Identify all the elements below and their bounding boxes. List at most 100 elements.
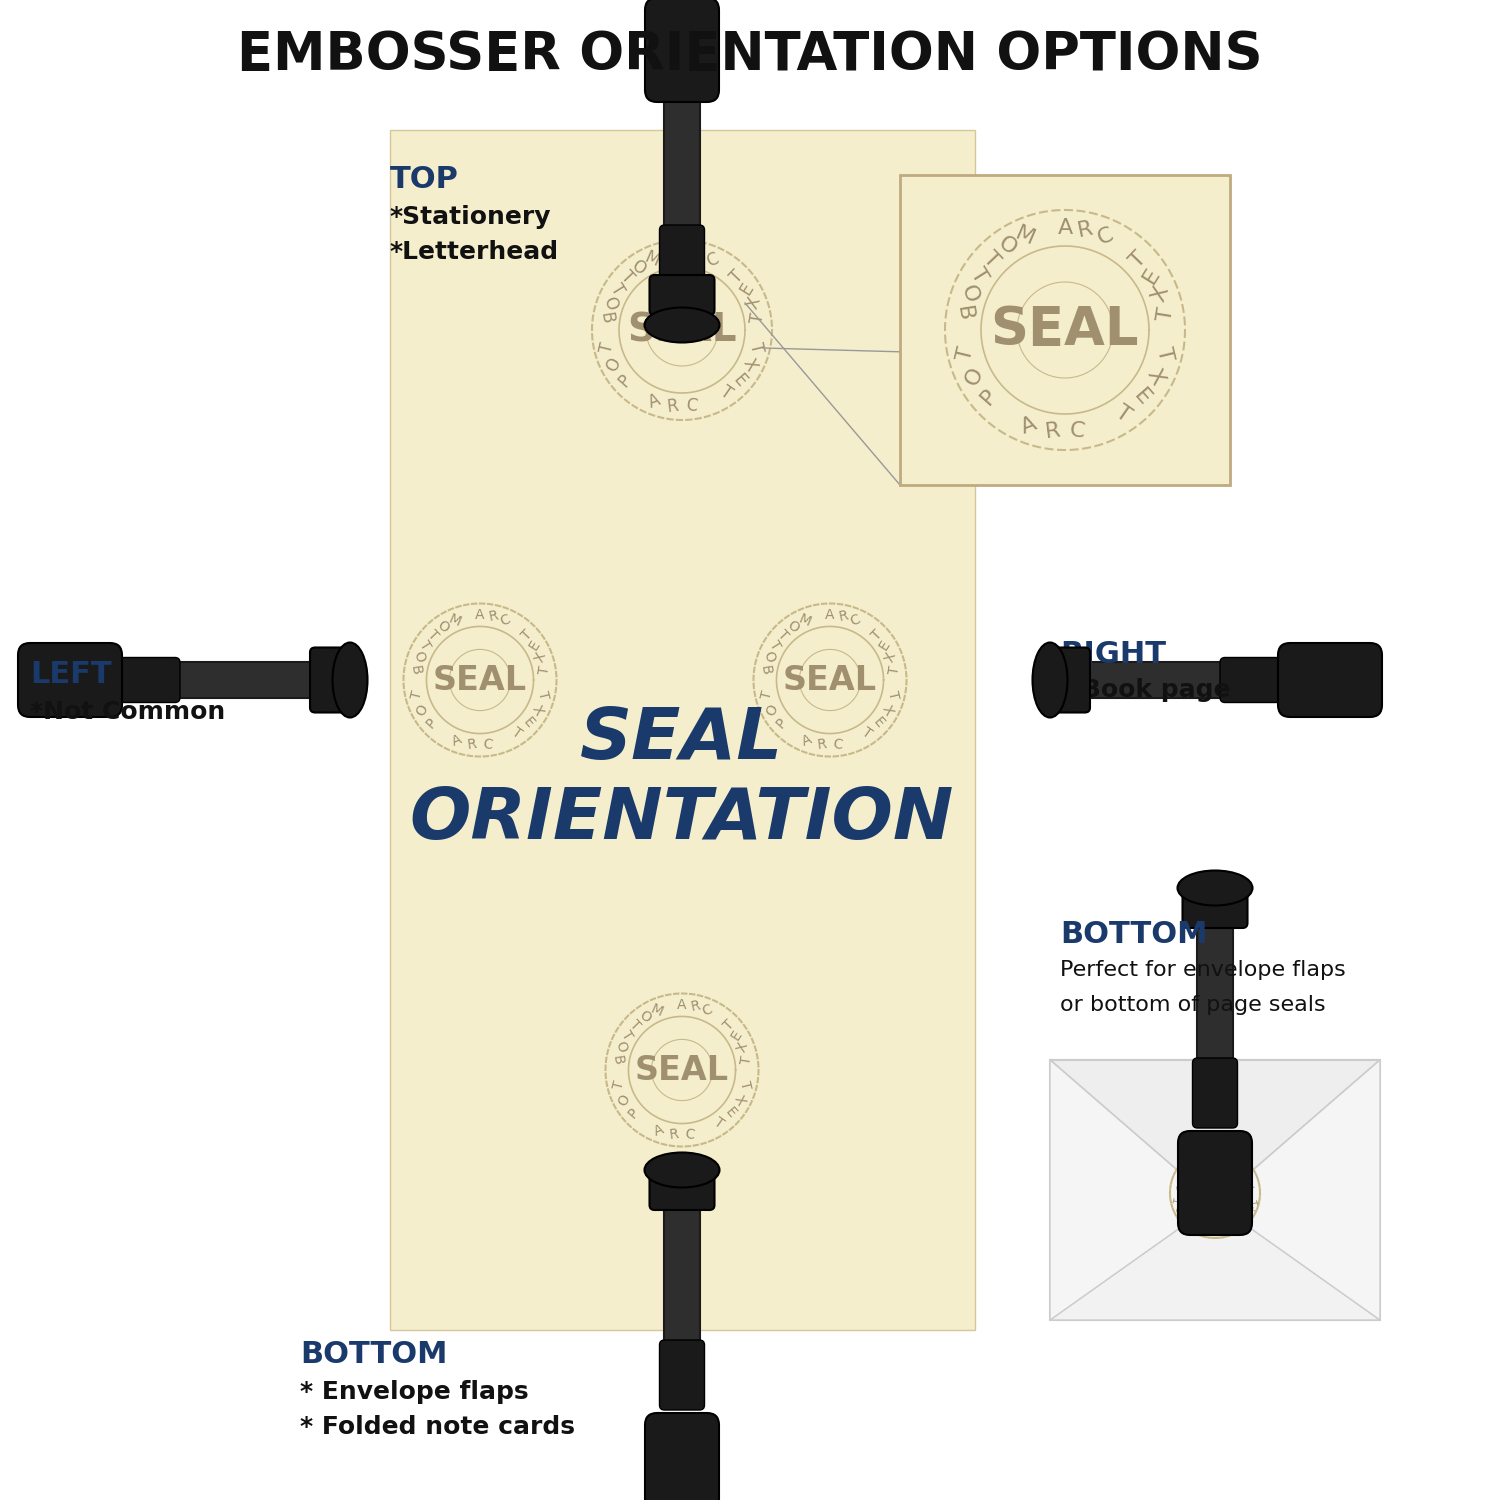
Text: X: X (1245, 1176, 1256, 1184)
Text: C: C (1226, 1152, 1234, 1162)
FancyBboxPatch shape (111, 662, 320, 698)
Text: R: R (1208, 1226, 1214, 1236)
Text: EMBOSSER ORIENTATION OPTIONS: EMBOSSER ORIENTATION OPTIONS (237, 28, 1263, 81)
Text: B: B (952, 304, 975, 322)
Text: T: T (1112, 402, 1134, 426)
FancyBboxPatch shape (110, 657, 180, 702)
Polygon shape (1050, 1060, 1380, 1203)
Text: T: T (410, 690, 424, 700)
Text: X: X (882, 650, 898, 664)
Text: C: C (498, 612, 513, 628)
Text: A: A (652, 1122, 666, 1138)
Text: M: M (446, 612, 462, 628)
Text: B: B (610, 1054, 626, 1065)
Text: E: E (1138, 264, 1164, 286)
Text: *Stationery: *Stationery (390, 206, 552, 230)
Polygon shape (1215, 1060, 1380, 1320)
Text: T: T (859, 724, 874, 741)
Text: C: C (684, 1126, 696, 1142)
Text: C: C (1068, 420, 1086, 442)
Text: R: R (488, 609, 500, 624)
Ellipse shape (333, 642, 368, 717)
Polygon shape (1050, 1203, 1380, 1320)
Text: X: X (532, 650, 549, 664)
Text: T: T (537, 664, 552, 675)
FancyBboxPatch shape (1082, 662, 1288, 698)
Text: B: B (408, 664, 423, 675)
Text: C: C (1216, 1226, 1222, 1236)
Text: R: R (816, 736, 828, 752)
Text: T: T (711, 1114, 726, 1131)
Text: O: O (760, 650, 777, 664)
Text: T: T (738, 1080, 753, 1090)
Text: O: O (1174, 1174, 1185, 1184)
Text: T: T (608, 280, 627, 298)
Text: R: R (1044, 420, 1062, 442)
Text: O: O (615, 1092, 633, 1108)
Text: E: E (1242, 1168, 1252, 1178)
Text: P: P (615, 370, 634, 390)
Text: E: E (870, 716, 886, 730)
Text: A: A (1058, 217, 1072, 238)
Text: A: A (800, 732, 814, 748)
Text: R: R (666, 396, 680, 416)
Text: P: P (423, 716, 439, 730)
FancyBboxPatch shape (660, 225, 705, 296)
FancyBboxPatch shape (1192, 1058, 1237, 1128)
FancyBboxPatch shape (1182, 888, 1248, 928)
Text: C: C (849, 612, 862, 628)
Text: *Not Common: *Not Common (30, 700, 225, 724)
Text: A: A (676, 244, 687, 262)
FancyBboxPatch shape (645, 0, 718, 102)
Text: T: T (1232, 1220, 1242, 1230)
Text: R: R (688, 999, 700, 1014)
Text: T: T (966, 264, 992, 286)
FancyBboxPatch shape (650, 274, 714, 315)
Text: O: O (784, 618, 801, 636)
Text: * Folded note cards: * Folded note cards (300, 1414, 574, 1438)
Text: T: T (1173, 1198, 1184, 1206)
FancyBboxPatch shape (664, 1202, 700, 1408)
Text: E: E (736, 280, 758, 298)
Text: O: O (414, 702, 430, 718)
Text: O: O (600, 294, 621, 312)
Text: T: T (610, 1080, 627, 1090)
Text: T: T (722, 1017, 736, 1034)
Text: T: T (748, 312, 766, 324)
Ellipse shape (645, 308, 720, 342)
Text: X: X (1149, 284, 1173, 304)
Text: A: A (1019, 414, 1040, 438)
Text: P: P (1180, 1214, 1191, 1222)
Text: T: T (616, 267, 638, 286)
Text: T: T (728, 267, 747, 286)
Polygon shape (900, 176, 1230, 484)
FancyBboxPatch shape (18, 644, 122, 717)
Text: T: T (980, 248, 1004, 272)
Text: RIGHT: RIGHT (1060, 640, 1166, 669)
Text: T: T (536, 690, 550, 700)
Text: T: T (627, 1017, 644, 1034)
Polygon shape (390, 130, 975, 1330)
Text: O: O (994, 232, 1020, 260)
Text: ORIENTATION: ORIENTATION (410, 786, 954, 855)
Text: M: M (1013, 224, 1038, 249)
Text: B: B (758, 664, 774, 675)
Text: O: O (957, 282, 982, 306)
FancyBboxPatch shape (1050, 648, 1090, 712)
Text: E: E (520, 716, 537, 730)
FancyBboxPatch shape (664, 76, 700, 284)
Text: T: T (868, 627, 885, 644)
Text: C: C (482, 736, 494, 752)
Text: M: M (1196, 1152, 1204, 1164)
Text: M: M (648, 1002, 664, 1019)
Text: T: T (717, 382, 735, 404)
FancyBboxPatch shape (650, 1170, 714, 1210)
Text: T: T (954, 345, 976, 363)
Text: X: X (1143, 366, 1168, 388)
Text: R: R (1220, 1150, 1227, 1161)
Text: O: O (1176, 1206, 1186, 1215)
Text: R: R (690, 244, 705, 266)
Text: P: P (772, 716, 789, 730)
Text: O: O (411, 650, 428, 664)
Text: T: T (1248, 1184, 1257, 1190)
